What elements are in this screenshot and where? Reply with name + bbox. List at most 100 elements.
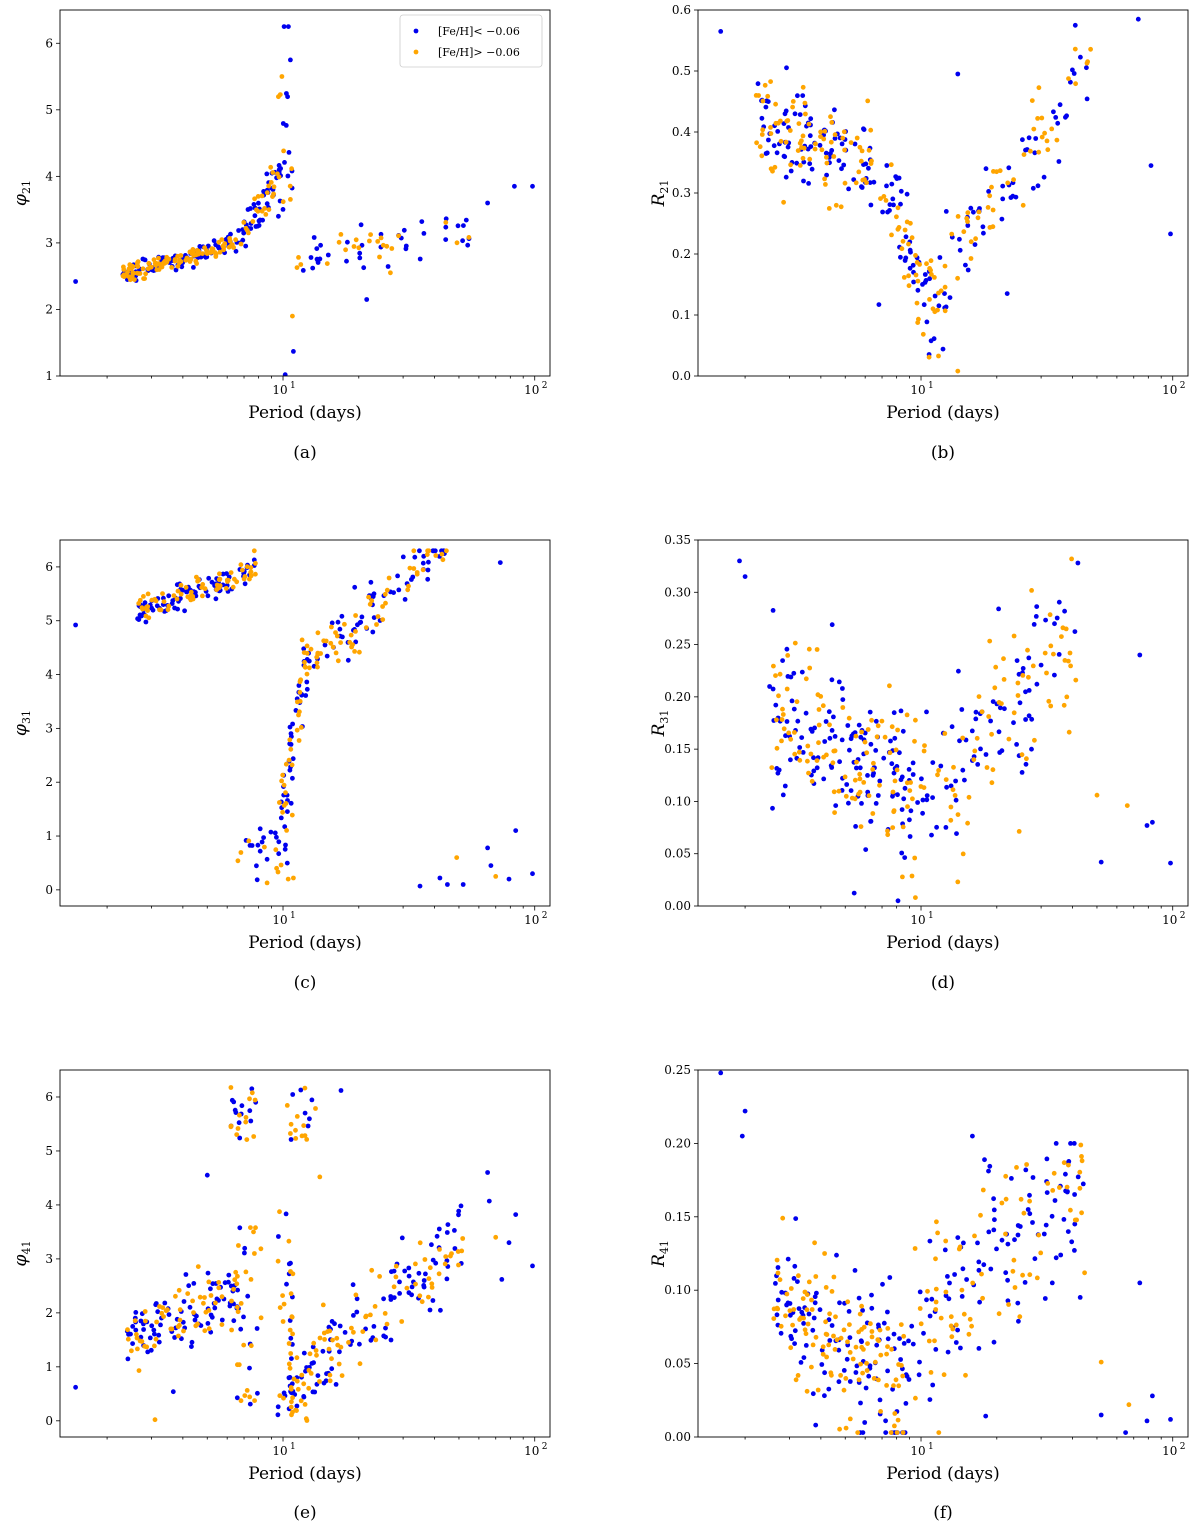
point-series-1 — [986, 714, 992, 719]
point-series-1 — [349, 1325, 354, 1331]
point-series-1 — [831, 1333, 836, 1339]
point-series-0 — [840, 686, 845, 691]
point-series-0 — [784, 65, 789, 71]
point-series-1 — [816, 740, 821, 746]
point-series-1 — [208, 1293, 214, 1298]
point-series-0 — [391, 590, 396, 595]
point-series-0 — [812, 725, 817, 731]
point-series-1 — [856, 169, 862, 175]
point-series-0 — [378, 231, 384, 237]
point-series-1 — [194, 574, 199, 580]
point-series-1 — [214, 586, 220, 592]
x-tick-exponent: 1 — [290, 1442, 296, 1452]
point-series-0 — [530, 183, 535, 189]
x-axis-label: Period (days) — [886, 933, 999, 953]
y-axis-label: R31 — [649, 710, 671, 738]
point-series-1 — [792, 751, 798, 757]
point-series-0 — [417, 256, 423, 262]
point-series-0 — [173, 267, 179, 273]
point-series-1 — [895, 205, 901, 211]
point-series-1 — [972, 1233, 977, 1239]
point-series-0 — [397, 1291, 402, 1296]
point-series-1 — [202, 586, 208, 592]
point-series-1 — [263, 212, 269, 217]
point-series-0 — [973, 709, 979, 715]
point-series-0 — [770, 608, 776, 613]
point-series-0 — [865, 789, 871, 795]
point-series-1 — [936, 353, 941, 359]
point-series-0 — [944, 784, 949, 790]
point-series-1 — [777, 671, 783, 677]
point-series-1 — [804, 1307, 810, 1313]
point-series-1 — [145, 591, 151, 597]
point-series-1 — [843, 1425, 849, 1431]
point-series-0 — [1015, 1300, 1021, 1306]
point-series-0 — [298, 1087, 304, 1093]
point-series-0 — [1004, 291, 1010, 296]
point-series-0 — [907, 265, 913, 271]
point-series-0 — [806, 1311, 812, 1317]
point-series-0 — [73, 622, 78, 628]
point-series-1 — [781, 726, 787, 732]
point-series-0 — [385, 264, 391, 269]
point-series-0 — [763, 104, 769, 110]
point-series-1 — [1088, 46, 1093, 52]
point-series-1 — [848, 140, 854, 146]
point-series-1 — [281, 782, 287, 788]
point-series-1 — [884, 1383, 889, 1388]
point-series-0 — [353, 639, 359, 645]
point-series-0 — [329, 1366, 335, 1372]
point-series-1 — [973, 236, 978, 242]
point-series-1 — [411, 548, 417, 554]
point-series-1 — [281, 1301, 287, 1307]
point-series-1 — [955, 214, 961, 219]
point-series-0 — [305, 1123, 311, 1129]
point-series-0 — [1026, 688, 1032, 693]
point-series-1 — [1098, 1359, 1104, 1365]
point-series-1 — [780, 712, 786, 717]
point-series-0 — [852, 141, 858, 147]
point-series-1 — [246, 230, 251, 236]
point-series-0 — [844, 1356, 850, 1362]
point-series-1 — [436, 1271, 442, 1277]
point-series-0 — [901, 1341, 907, 1346]
point-series-0 — [930, 760, 936, 765]
point-series-0 — [859, 1339, 864, 1345]
point-series-1 — [125, 1327, 130, 1333]
point-series-0 — [284, 1281, 289, 1287]
x-tick-label: 10 — [524, 1444, 539, 1458]
point-series-0 — [290, 775, 295, 781]
point-series-1 — [357, 649, 362, 655]
point-series-0 — [880, 1281, 885, 1287]
point-series-1 — [882, 734, 888, 740]
point-series-0 — [881, 755, 887, 761]
point-series-0 — [839, 166, 844, 172]
point-series-0 — [861, 162, 866, 168]
point-series-0 — [988, 718, 993, 724]
point-series-0 — [1005, 1298, 1011, 1304]
point-series-1 — [790, 99, 796, 104]
point-series-1 — [1068, 1207, 1073, 1213]
point-series-1 — [925, 1288, 930, 1294]
point-series-0 — [973, 716, 979, 722]
point-series-1 — [252, 1097, 258, 1103]
point-series-1 — [156, 255, 161, 261]
point-series-1 — [1020, 1272, 1025, 1278]
point-series-1 — [879, 718, 885, 724]
point-series-1 — [342, 621, 347, 627]
point-series-0 — [960, 767, 966, 773]
point-series-0 — [909, 1323, 915, 1329]
point-series-1 — [827, 1311, 832, 1317]
point-series-0 — [897, 1336, 902, 1341]
point-series-0 — [884, 183, 889, 189]
point-series-0 — [945, 1349, 951, 1355]
point-series-0 — [946, 1296, 952, 1302]
point-series-0 — [389, 1269, 394, 1275]
point-series-0 — [997, 750, 1003, 755]
point-series-1 — [294, 1378, 300, 1384]
point-series-1 — [212, 250, 218, 255]
point-series-0 — [924, 319, 930, 325]
point-series-0 — [192, 1317, 198, 1323]
point-series-0 — [237, 1225, 243, 1231]
